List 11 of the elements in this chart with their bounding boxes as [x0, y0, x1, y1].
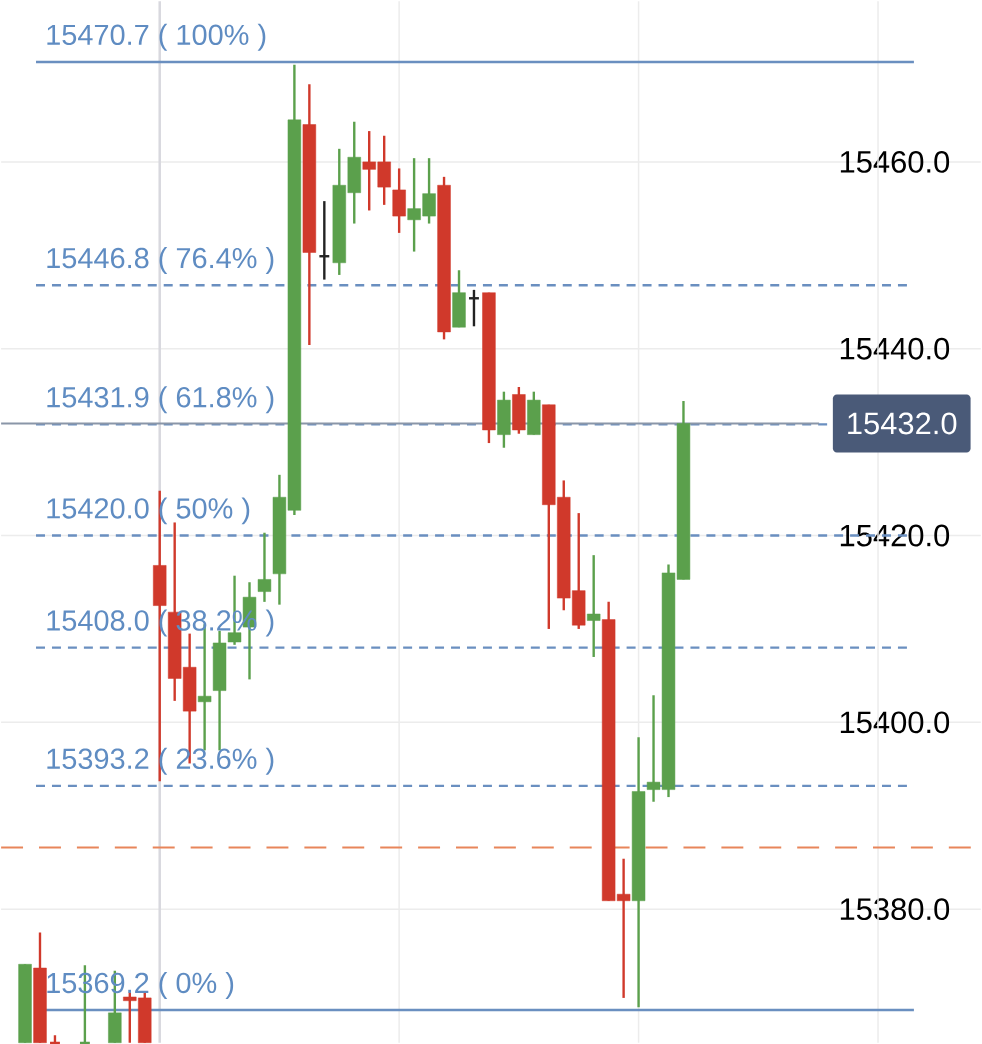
y-tick-label: 15380.0 [840, 898, 950, 921]
y-tick-label: 15420.0 [840, 524, 950, 547]
candlestick [257, 531, 272, 604]
y-tick-label: 15460.0 [840, 150, 950, 173]
ref-line-label: 15470.7 ( 100% ) [47, 23, 266, 51]
ref-line-label: 15431.9 ( 61.8% ) [47, 386, 274, 414]
y-tick-label: 15400.0 [840, 711, 950, 734]
ref-line-label: 15446.8 ( 76.4% ) [47, 247, 274, 275]
ref-line-label: 15432.0 [848, 412, 957, 435]
candlestick [587, 553, 601, 659]
y-tick-label: 15440.0 [840, 337, 950, 360]
